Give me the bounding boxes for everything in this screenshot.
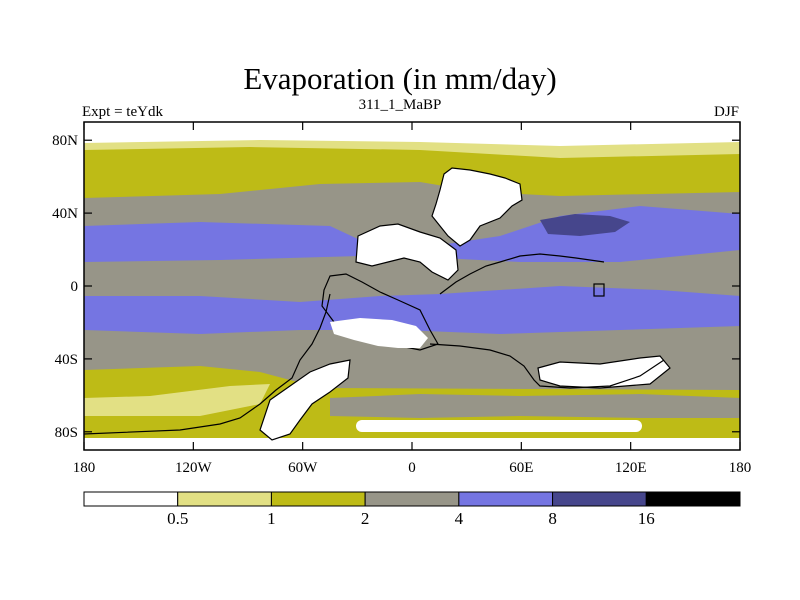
season-label: DJF xyxy=(713,104,739,120)
landmass-west-coast xyxy=(84,293,331,435)
colorbar-swatch xyxy=(645,491,741,507)
lon-tick-label: 60E xyxy=(509,460,533,476)
field-blue-south xyxy=(84,286,740,334)
island-east xyxy=(593,283,605,297)
field-pale-south xyxy=(84,384,270,416)
landmass-east-coast xyxy=(439,253,605,295)
lat-tick-label: 80N xyxy=(52,133,78,149)
colorbar-label: 0.5 xyxy=(167,509,188,528)
lat-tick-label: 80S xyxy=(55,425,78,441)
colorbar: 0.5 1 2 4 8 16 xyxy=(83,491,741,528)
map-field xyxy=(84,122,740,450)
latitude-axis: 80N 40N 0 40S 80S xyxy=(52,133,740,441)
landmass-north xyxy=(431,167,523,247)
lat-tick-label: 40N xyxy=(52,206,78,222)
colorbar-swatch xyxy=(83,491,179,507)
lon-tick-label: 120W xyxy=(175,460,213,476)
lon-tick-label: 180 xyxy=(729,460,752,476)
colorbar-swatch xyxy=(552,491,647,507)
colorbar-label: 1 xyxy=(267,509,276,528)
colorbar-label: 2 xyxy=(361,509,370,528)
lon-tick-label: 180 xyxy=(73,460,96,476)
longitude-axis: 180 120W 60W 0 60E 120E 180 xyxy=(73,122,752,476)
landmass-south-east xyxy=(537,355,671,389)
colorbar-swatch xyxy=(177,491,272,507)
colorbar-label: 16 xyxy=(638,509,655,528)
lon-tick-label: 120E xyxy=(615,460,647,476)
experiment-label: Expt = teYdk xyxy=(82,104,163,120)
lat-tick-label: 40S xyxy=(55,352,78,368)
colorbar-label: 8 xyxy=(548,509,557,528)
field-white-south xyxy=(356,420,642,432)
field-darkblue-patch xyxy=(540,214,630,236)
lon-tick-label: 60W xyxy=(288,460,318,476)
landmass-south-coast xyxy=(429,343,665,389)
lon-tick-label: 0 xyxy=(408,460,416,476)
colorbar-swatch xyxy=(270,491,366,507)
field-gray-south xyxy=(330,394,740,418)
plot-title: Evaporation (in mm/day) xyxy=(243,61,557,96)
colorbar-swatch xyxy=(364,491,460,507)
landmass-west-white xyxy=(259,359,351,441)
landmass-equatorial xyxy=(321,273,439,351)
colorbar-swatch xyxy=(458,491,554,507)
experiment-period-label: 311_1_MaBP xyxy=(358,97,442,113)
colorbar-label: 4 xyxy=(455,509,464,528)
lat-tick-label: 0 xyxy=(71,279,79,295)
landmass-central xyxy=(355,223,459,281)
landmass-south-west xyxy=(330,318,428,348)
